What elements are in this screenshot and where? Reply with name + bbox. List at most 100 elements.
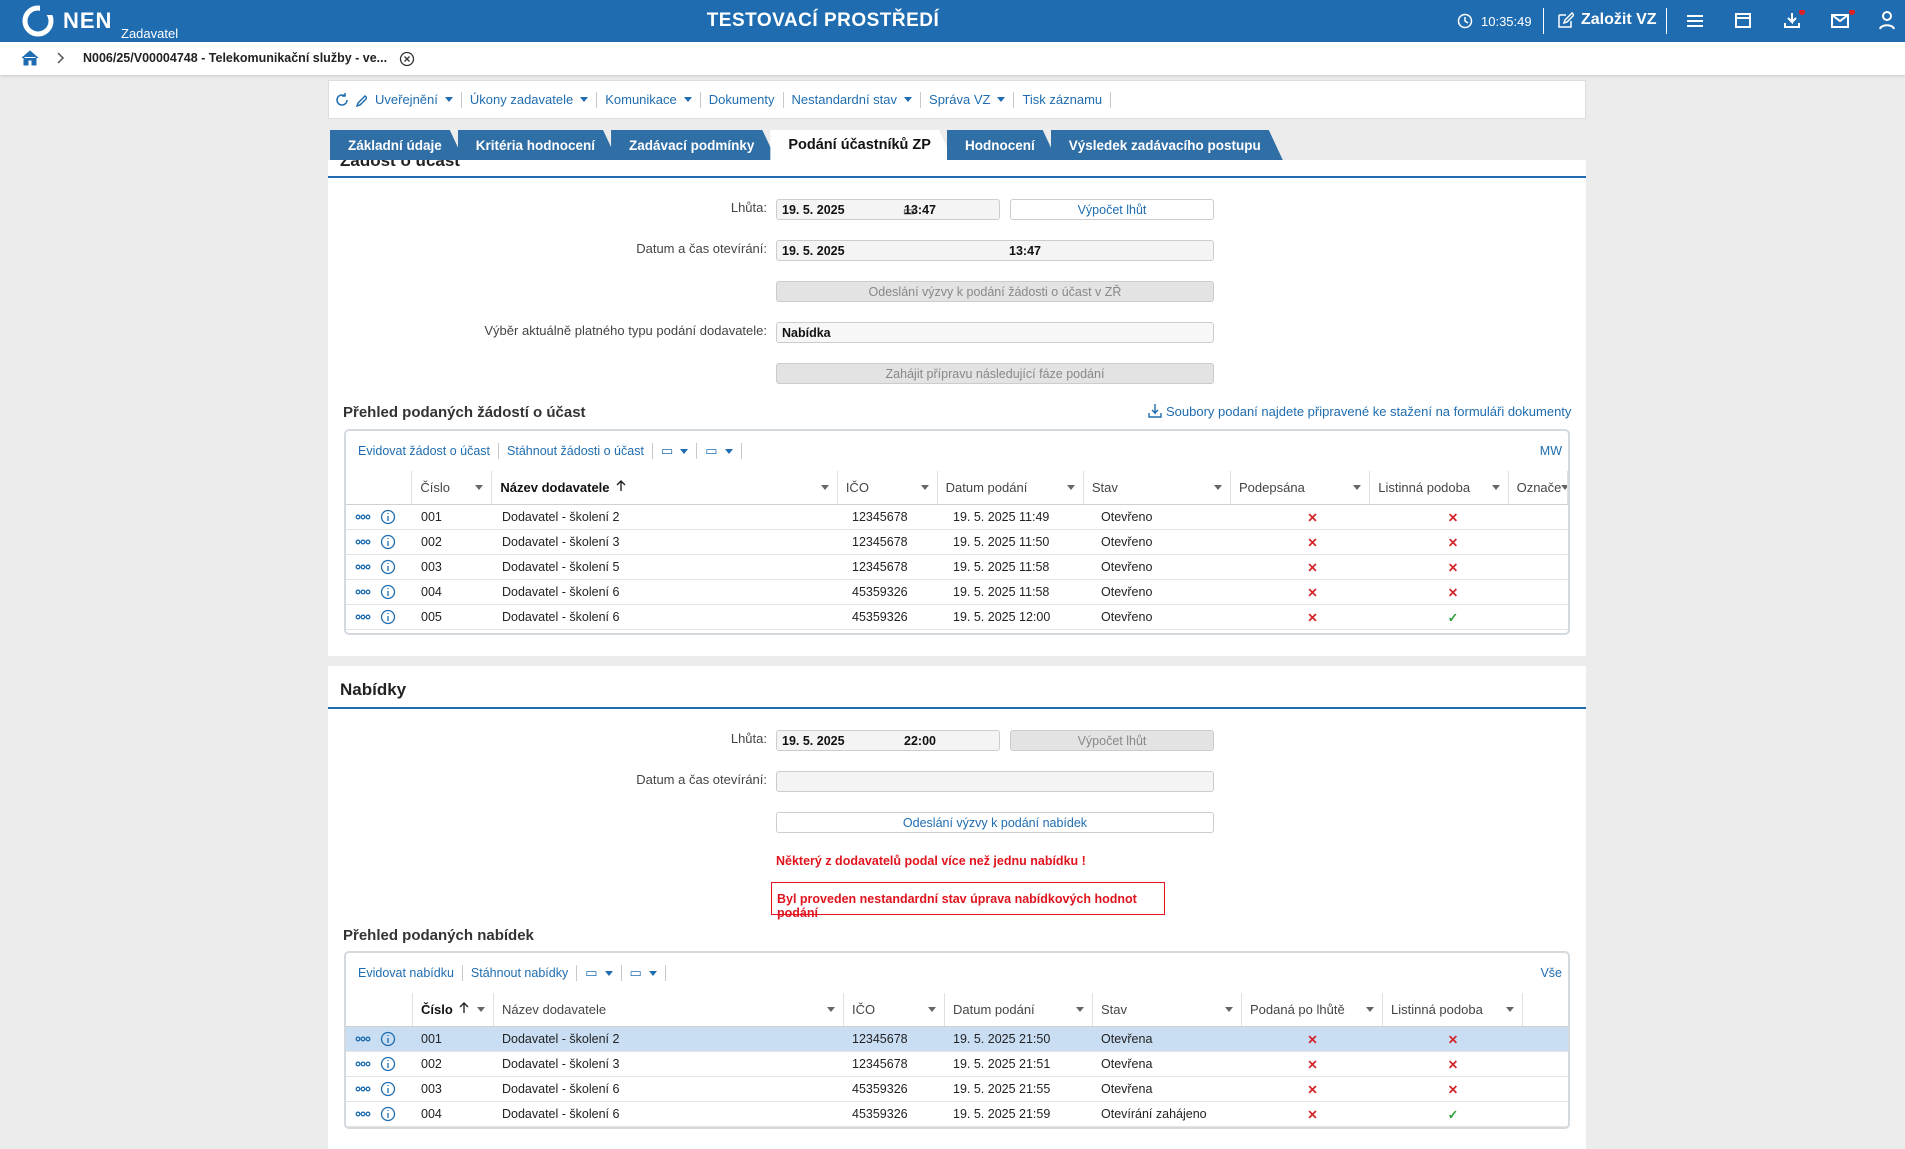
grid-row[interactable]: 003 Dodavatel - školení 5 12345678 19. 5. 2… — [346, 555, 1568, 580]
row-actions[interactable] — [346, 580, 413, 604]
toolbar-label: Správa VZ — [929, 92, 991, 107]
grid-cell: ✕ — [1307, 1057, 1318, 1072]
filter-caret — [1225, 1007, 1233, 1012]
row-actions[interactable] — [346, 530, 413, 554]
grid-cell: 12345678 — [852, 1057, 908, 1071]
row-actions[interactable] — [346, 555, 413, 579]
grid-cell: 003 — [421, 1082, 442, 1096]
calc-button[interactable]: Výpočet lhůt — [1010, 199, 1214, 220]
row-icons[interactable] — [354, 1056, 398, 1072]
row-icons[interactable] — [354, 1081, 398, 1097]
column-header[interactable]: Název dodavatele — [492, 471, 838, 504]
download-note[interactable]: Soubory podaní najdete připravené ke sta… — [1166, 404, 1572, 419]
tab[interactable]: Kritéria hodnocení — [458, 130, 617, 160]
grid-action[interactable]: Evidovat nabídku — [350, 965, 463, 981]
tab[interactable]: Podání účastníků ZP — [770, 130, 953, 160]
row-icons[interactable] — [354, 584, 398, 600]
sort-icon — [616, 480, 626, 491]
toolbar-item[interactable]: Úkony zadavatele — [462, 91, 598, 108]
column-header[interactable]: Listinná podoba — [1370, 471, 1509, 504]
tab[interactable]: Výsledek zadávacího postupu — [1051, 130, 1283, 160]
filter-label[interactable]: Vše — [1540, 966, 1562, 980]
row-actions[interactable] — [346, 505, 413, 529]
tab[interactable]: Základní údaje — [330, 130, 464, 160]
grid-cell: ✕ — [1307, 1032, 1318, 1047]
column-header[interactable]: Podepsána — [1231, 471, 1371, 504]
column-header[interactable]: Datum podání — [945, 993, 1093, 1026]
close-icon[interactable] — [399, 51, 415, 67]
opening-field[interactable]: 19. 5. 2025 13:47 — [776, 240, 1214, 261]
column-header[interactable]: Stav — [1093, 993, 1242, 1026]
deadline-field[interactable]: 19. 5. 2025 22:00 — [776, 730, 1000, 751]
row-icons[interactable] — [354, 559, 398, 575]
column-header[interactable]: Stav — [1084, 471, 1232, 504]
row-icons[interactable] — [354, 1106, 398, 1122]
grid-action[interactable]: Stáhnout žádosti o účast — [499, 443, 653, 459]
toolbar-item[interactable]: Dokumenty — [701, 91, 784, 108]
toolbar-item[interactable]: Komunikace — [597, 91, 701, 108]
send-button: Odeslání výzvy k podání žádosti o účast … — [776, 281, 1214, 302]
overview-title: Přehled podaných žádostí o účast — [343, 404, 586, 421]
row-actions[interactable] — [346, 1077, 413, 1101]
grid-cell: Dodavatel - školení 6 — [502, 1107, 620, 1121]
settings-cell[interactable] — [346, 471, 413, 504]
toolbar-item[interactable]: Tisk záznamu — [1014, 91, 1112, 108]
settings-cell[interactable] — [346, 993, 413, 1026]
column-header[interactable]: IČO — [844, 993, 945, 1026]
tab[interactable]: Zadávací podmínky — [611, 130, 776, 160]
grid-row[interactable]: 004 Dodavatel - školení 6 45359326 19. 5. 2… — [346, 1102, 1568, 1127]
grid-toolbar: Evidovat nabídku Stáhnout nabídky ▭ ▭ Vše — [346, 953, 1568, 993]
column-header[interactable]: Číslo — [412, 471, 493, 504]
print-menu[interactable]: ▭ — [653, 443, 698, 459]
row-actions[interactable] — [346, 605, 413, 629]
grid-row[interactable]: 005 Dodavatel - školení 6 45359326 19. 5. 2… — [346, 605, 1568, 630]
row-actions[interactable] — [346, 1027, 413, 1051]
toolbar-icons[interactable] — [335, 92, 367, 108]
grid-row[interactable]: 004 Dodavatel - školení 6 45359326 19. 5. 2… — [346, 580, 1568, 605]
toolbar-item[interactable]: Správa VZ — [921, 91, 1015, 108]
home-icon[interactable] — [21, 50, 39, 66]
type-select[interactable]: Nabídka — [776, 322, 1214, 343]
column-header[interactable]: Datum podání — [938, 471, 1084, 504]
grid-action[interactable]: Stáhnout nabídky — [463, 965, 578, 981]
row-icons[interactable] — [354, 509, 398, 525]
grid-row[interactable]: 003 Dodavatel - školení 6 45359326 19. 5. 2… — [346, 1077, 1568, 1102]
create-button[interactable]: Založit VZ — [1581, 11, 1657, 28]
grid-row[interactable]: 002 Dodavatel - školení 3 12345678 19. 5. 2… — [346, 530, 1568, 555]
column-header[interactable]: Podaná po lhůtě — [1242, 993, 1383, 1026]
grid-row[interactable]: 001 Dodavatel - školení 2 12345678 19. 5. 2… — [346, 505, 1568, 530]
grid-row[interactable]: 001 Dodavatel - školení 2 12345678 19. 5. 2… — [346, 1027, 1568, 1052]
export-menu[interactable]: ▭ — [622, 965, 666, 981]
row-icons[interactable] — [354, 1031, 398, 1047]
grid-action[interactable]: Evidovat žádost o účast — [350, 443, 500, 459]
filter-caret — [1076, 1007, 1084, 1012]
grid-cell: 19. 5. 2025 21:50 — [953, 1032, 1051, 1046]
breadcrumb[interactable]: N006/25/V00004748 - Telekomunikační služ… — [83, 51, 388, 65]
send-button[interactable]: Odeslání výzvy k podání nabídek — [776, 812, 1214, 833]
deadline-field[interactable]: 19. 5. 2025 ▭ 13:47 — [776, 199, 1000, 220]
tab[interactable]: Hodnocení — [947, 130, 1057, 160]
column-header[interactable]: IČO — [838, 471, 938, 504]
export-menu[interactable]: ▭ — [697, 443, 742, 459]
grid-cell: ✕ — [1447, 1082, 1459, 1097]
column-header[interactable]: Označe — [1509, 471, 1568, 504]
print-menu[interactable]: ▭ — [577, 965, 622, 981]
row-icons[interactable] — [354, 534, 398, 550]
toolbar-item[interactable]: Nestandardní stav — [784, 91, 922, 108]
grid-cell: 19. 5. 2025 21:51 — [953, 1057, 1051, 1071]
header-icons[interactable] — [1686, 10, 1896, 32]
row-actions[interactable] — [346, 1102, 413, 1126]
clock: 10:35:49 — [1481, 14, 1532, 29]
grid-cell: Otevřena — [1101, 1057, 1153, 1071]
grid-cell: ✕ — [1307, 510, 1318, 525]
column-header[interactable]: Název dodavatele — [494, 993, 844, 1026]
opening-field[interactable] — [776, 771, 1214, 792]
filter-label[interactable]: MW — [1539, 444, 1562, 458]
row-actions[interactable] — [346, 1052, 413, 1076]
row-icons[interactable] — [354, 609, 398, 625]
filter-caret — [1561, 485, 1567, 490]
toolbar-item[interactable]: Uveřejnění — [367, 91, 462, 108]
column-header[interactable]: Listinná podoba — [1383, 993, 1523, 1026]
grid-row[interactable]: 002 Dodavatel - školení 3 12345678 19. 5. 2… — [346, 1052, 1568, 1077]
column-header[interactable]: Číslo — [413, 993, 494, 1026]
